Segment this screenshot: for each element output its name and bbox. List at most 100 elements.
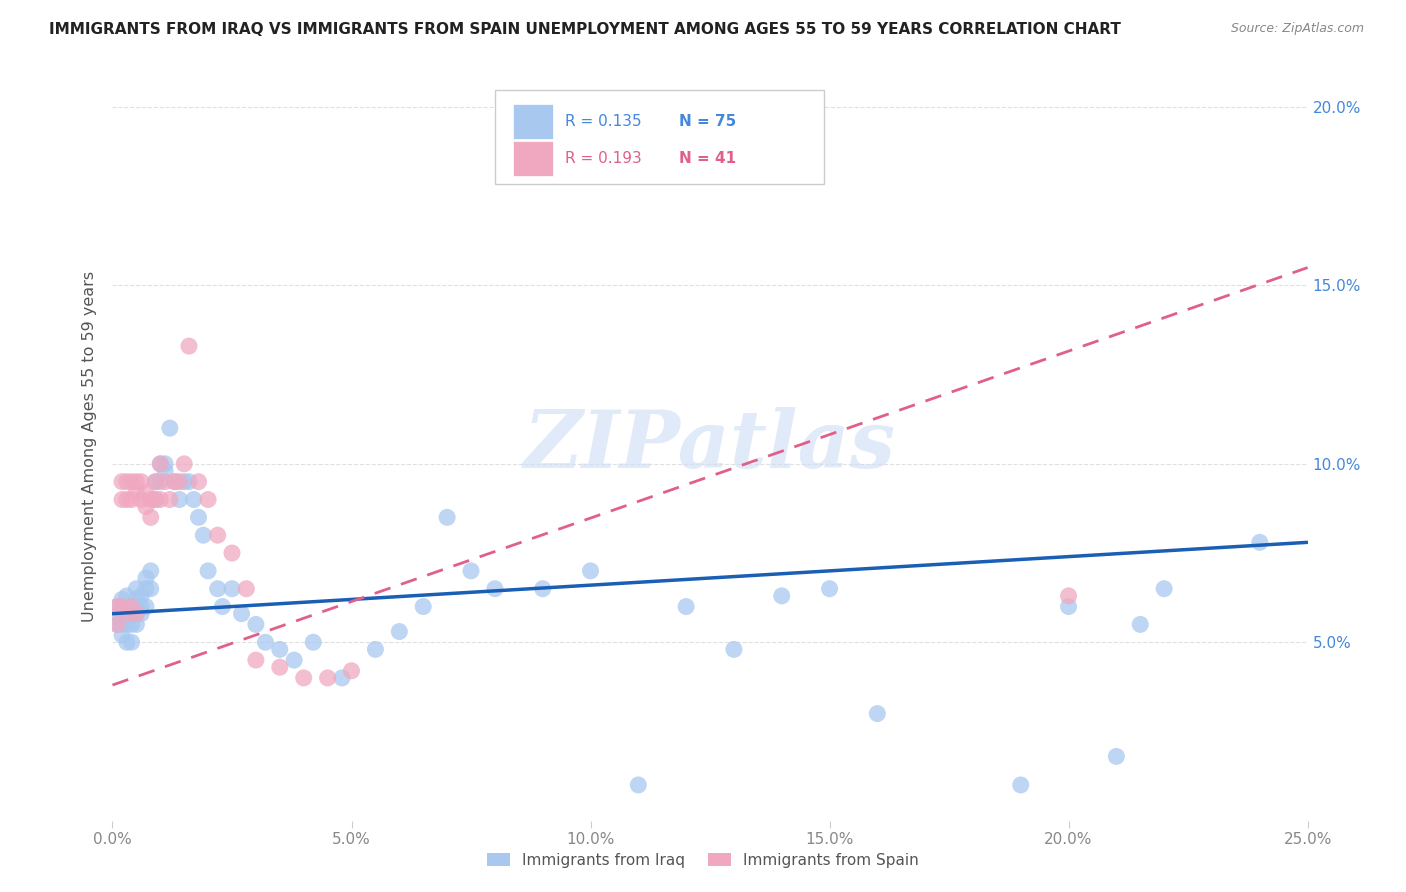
Point (245, 617, 267, 632)
Text: N = 75: N = 75 (679, 114, 737, 129)
Point (145, 475, 167, 489)
Point (121, 599, 143, 614)
Point (340, 664, 363, 678)
Point (145, 492, 167, 507)
Point (135, 500, 157, 514)
Point (269, 642, 291, 657)
Text: Source: ZipAtlas.com: Source: ZipAtlas.com (1230, 22, 1364, 36)
Point (159, 492, 181, 507)
Point (221, 582, 243, 596)
Point (675, 599, 697, 614)
Point (105, 599, 128, 614)
Point (115, 599, 138, 614)
Point (125, 592, 148, 607)
Point (245, 653, 267, 667)
Point (129, 492, 152, 507)
Point (177, 475, 200, 489)
Point (723, 642, 745, 657)
Point (211, 599, 233, 614)
Point (207, 582, 229, 596)
Point (197, 564, 219, 578)
Point (436, 510, 458, 524)
Point (159, 421, 181, 435)
Point (153, 464, 176, 478)
Point (627, 778, 650, 792)
Point (129, 589, 152, 603)
Point (173, 457, 195, 471)
Point (145, 475, 167, 489)
Point (1057, 589, 1080, 603)
Point (115, 635, 138, 649)
Point (105, 617, 128, 632)
Point (1010, 778, 1032, 792)
Point (169, 475, 191, 489)
Point (121, 617, 143, 632)
Y-axis label: Unemployment Among Ages 55 to 59 years: Unemployment Among Ages 55 to 59 years (82, 270, 97, 622)
Point (129, 475, 152, 489)
Point (163, 475, 186, 489)
Point (531, 582, 554, 596)
Point (818, 582, 841, 596)
Text: R = 0.135: R = 0.135 (565, 114, 643, 129)
Point (484, 582, 506, 596)
Point (292, 671, 315, 685)
Point (135, 571, 157, 585)
Point (169, 492, 191, 507)
Point (187, 475, 209, 489)
Point (135, 582, 157, 596)
Point (111, 607, 134, 621)
Point (187, 510, 209, 524)
Point (193, 528, 215, 542)
Point (115, 607, 138, 621)
Point (149, 457, 172, 471)
Point (197, 492, 219, 507)
Point (135, 599, 157, 614)
Point (388, 624, 411, 639)
Point (111, 599, 134, 614)
Point (153, 457, 176, 471)
Point (149, 475, 172, 489)
Point (139, 510, 162, 524)
Point (231, 607, 253, 621)
Point (269, 660, 291, 674)
Point (412, 599, 434, 614)
Point (139, 582, 162, 596)
Point (1129, 617, 1152, 632)
Point (770, 589, 793, 603)
Point (115, 475, 138, 489)
Point (139, 492, 162, 507)
Point (115, 492, 138, 507)
Point (125, 617, 148, 632)
Point (283, 653, 305, 667)
Point (207, 528, 229, 542)
Point (115, 617, 138, 632)
Point (129, 607, 152, 621)
Point (460, 564, 482, 578)
Legend: Immigrants from Iraq, Immigrants from Spain: Immigrants from Iraq, Immigrants from Sp… (479, 845, 927, 875)
Point (177, 339, 200, 353)
FancyBboxPatch shape (495, 90, 824, 184)
Point (105, 617, 128, 632)
Text: N = 41: N = 41 (679, 151, 737, 166)
Point (121, 635, 143, 649)
Point (173, 475, 195, 489)
Text: IMMIGRANTS FROM IRAQ VS IMMIGRANTS FROM SPAIN UNEMPLOYMENT AMONG AGES 55 TO 59 Y: IMMIGRANTS FROM IRAQ VS IMMIGRANTS FROM … (49, 22, 1121, 37)
Text: R = 0.193: R = 0.193 (565, 151, 643, 166)
Point (105, 607, 128, 621)
Point (111, 617, 134, 632)
Point (145, 492, 167, 507)
Point (111, 628, 134, 642)
Point (1057, 599, 1080, 614)
FancyBboxPatch shape (513, 141, 554, 177)
Point (1249, 535, 1271, 549)
Point (125, 607, 148, 621)
Point (254, 635, 277, 649)
Point (149, 492, 172, 507)
Point (139, 564, 162, 578)
Point (153, 475, 176, 489)
Point (125, 582, 148, 596)
Point (111, 492, 134, 507)
Point (111, 475, 134, 489)
Text: ZIPatlas: ZIPatlas (524, 408, 896, 484)
Point (121, 475, 143, 489)
